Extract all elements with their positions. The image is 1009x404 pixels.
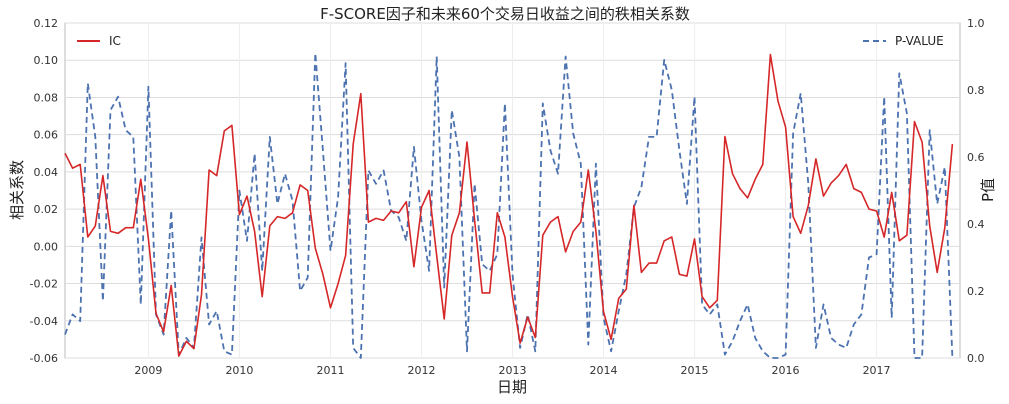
- y-tick-label: 0.02: [34, 203, 59, 216]
- y2-tick-label: 0.6: [967, 151, 985, 164]
- legend-ic-label: IC: [109, 34, 121, 48]
- y-tick-label: 0.10: [34, 54, 59, 67]
- y2-tick-label: 0.4: [967, 218, 985, 231]
- y2-tick-label: 0.8: [967, 84, 985, 97]
- legend-p-value-label: P-VALUE: [895, 34, 944, 48]
- y-axis-right: 0.0 0.2 0.4 0.6 0.8 1.0: [967, 17, 985, 365]
- y-tick-label: 0.08: [34, 91, 59, 104]
- x-tick-label: 2011: [316, 364, 344, 377]
- legend-p-value: P-VALUE: [863, 34, 944, 48]
- x-tick-label: 2010: [225, 364, 253, 377]
- y-axis-left: -0.06 -0.04 -0.02 0.00 0.02 0.04 0.06 0.08 0.10 0…: [30, 17, 58, 365]
- chart-title: F-SCORE因子和未来60个交易日收益之间的秩相关系数: [320, 5, 690, 23]
- x-tick-label: 2014: [590, 364, 618, 377]
- x-tick-label: 2012: [407, 364, 435, 377]
- y-tick-label: 0.04: [34, 166, 59, 179]
- y-tick-label: 0.12: [34, 17, 59, 30]
- x-tick-label: 2009: [134, 364, 162, 377]
- y2-tick-label: 0.0: [967, 352, 985, 365]
- series-layer: [64, 52, 954, 359]
- series-line-p-value: [64, 52, 954, 359]
- x-tick-label: 2013: [499, 364, 527, 377]
- x-axis: 2009 2010 2011 2012 2013 2014 2015 2016 2017: [134, 364, 890, 377]
- x-axis-label: 日期: [497, 378, 527, 396]
- series-line-ic: [64, 53, 954, 357]
- gridlines: [65, 22, 960, 359]
- y-tick-label: -0.06: [30, 352, 58, 365]
- y-tick-label: -0.02: [30, 278, 58, 291]
- y-tick-label: 0.00: [34, 240, 59, 253]
- y2-tick-label: 0.2: [967, 285, 985, 298]
- y-axis-label: 相关系数: [8, 160, 26, 220]
- y-tick-label: 0.06: [34, 129, 59, 142]
- y2-tick-label: 1.0: [967, 17, 985, 30]
- y2-axis-label: P值: [979, 178, 997, 202]
- y-tick-label: -0.04: [30, 315, 58, 328]
- legend-ic: IC: [77, 34, 121, 48]
- x-tick-label: 2017: [863, 364, 891, 377]
- x-tick-label: 2015: [681, 364, 709, 377]
- x-tick-label: 2016: [772, 364, 800, 377]
